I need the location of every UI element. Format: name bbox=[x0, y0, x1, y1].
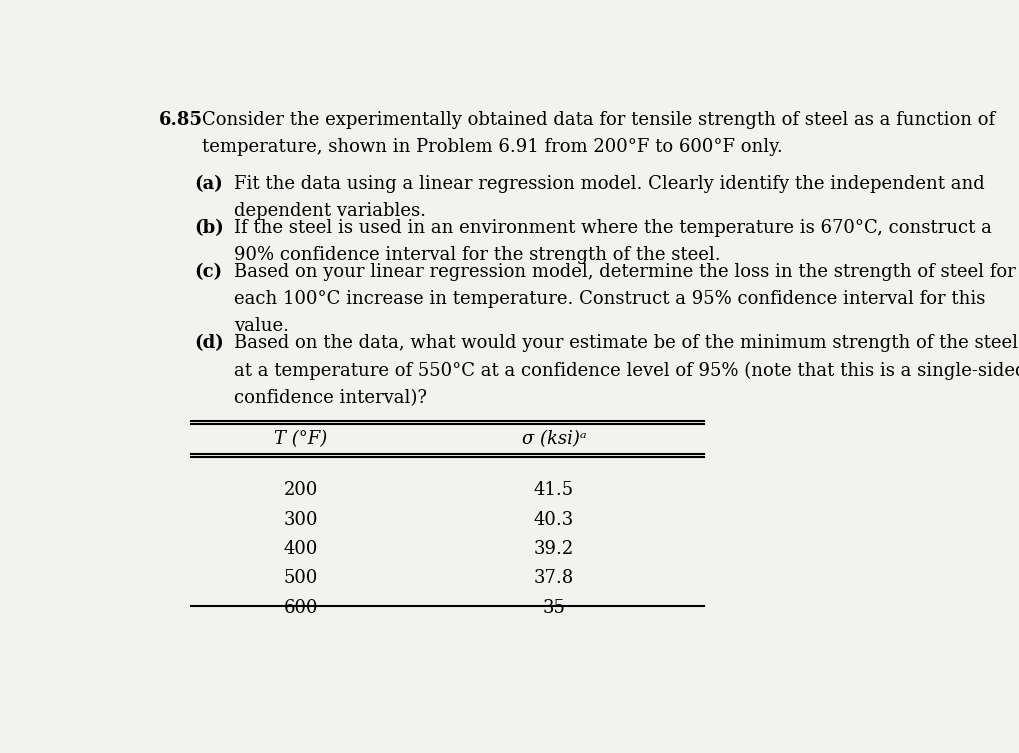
Text: Based on the data, what would your estimate be of the minimum strength of the st: Based on the data, what would your estim… bbox=[234, 334, 1018, 352]
Text: If the steel is used in an environment where the temperature is 670°C, construct: If the steel is used in an environment w… bbox=[234, 219, 991, 237]
Text: dependent variables.: dependent variables. bbox=[234, 202, 426, 220]
Text: each 100°C increase in temperature. Construct a 95% confidence interval for this: each 100°C increase in temperature. Cons… bbox=[234, 290, 985, 308]
Text: 90% confidence interval for the strength of the steel.: 90% confidence interval for the strength… bbox=[234, 246, 720, 264]
Text: 37.8: 37.8 bbox=[534, 569, 574, 587]
Text: 300: 300 bbox=[284, 511, 318, 529]
Text: 400: 400 bbox=[284, 540, 318, 558]
Text: σ (ksi)ᵃ: σ (ksi)ᵃ bbox=[522, 430, 586, 448]
Text: at a temperature of 550°C at a confidence level of 95% (note that this is a sing: at a temperature of 550°C at a confidenc… bbox=[234, 361, 1019, 380]
Text: Consider the experimentally obtained data for tensile strength of steel as a fun: Consider the experimentally obtained dat… bbox=[203, 111, 996, 129]
Text: 35: 35 bbox=[542, 599, 566, 617]
Text: Fit the data using a linear regression model. Clearly identify the independent a: Fit the data using a linear regression m… bbox=[234, 175, 984, 193]
Text: (c): (c) bbox=[195, 263, 222, 281]
Text: value.: value. bbox=[234, 318, 289, 336]
Text: (b): (b) bbox=[195, 219, 224, 237]
Text: Based on your linear regression model, determine the loss in the strength of ste: Based on your linear regression model, d… bbox=[234, 263, 1016, 281]
Text: 600: 600 bbox=[284, 599, 318, 617]
Text: 41.5: 41.5 bbox=[534, 481, 574, 499]
Text: confidence interval)?: confidence interval)? bbox=[234, 389, 427, 407]
Text: 500: 500 bbox=[284, 569, 318, 587]
Text: T (°F): T (°F) bbox=[274, 430, 328, 448]
Text: 39.2: 39.2 bbox=[534, 540, 574, 558]
Text: temperature, shown in Problem 6.91 from 200°F to 600°F only.: temperature, shown in Problem 6.91 from … bbox=[203, 138, 784, 156]
Text: (d): (d) bbox=[195, 334, 224, 352]
Text: (a): (a) bbox=[195, 175, 223, 193]
Text: 40.3: 40.3 bbox=[534, 511, 574, 529]
Text: 6.85: 6.85 bbox=[159, 111, 203, 129]
Text: 200: 200 bbox=[284, 481, 318, 499]
